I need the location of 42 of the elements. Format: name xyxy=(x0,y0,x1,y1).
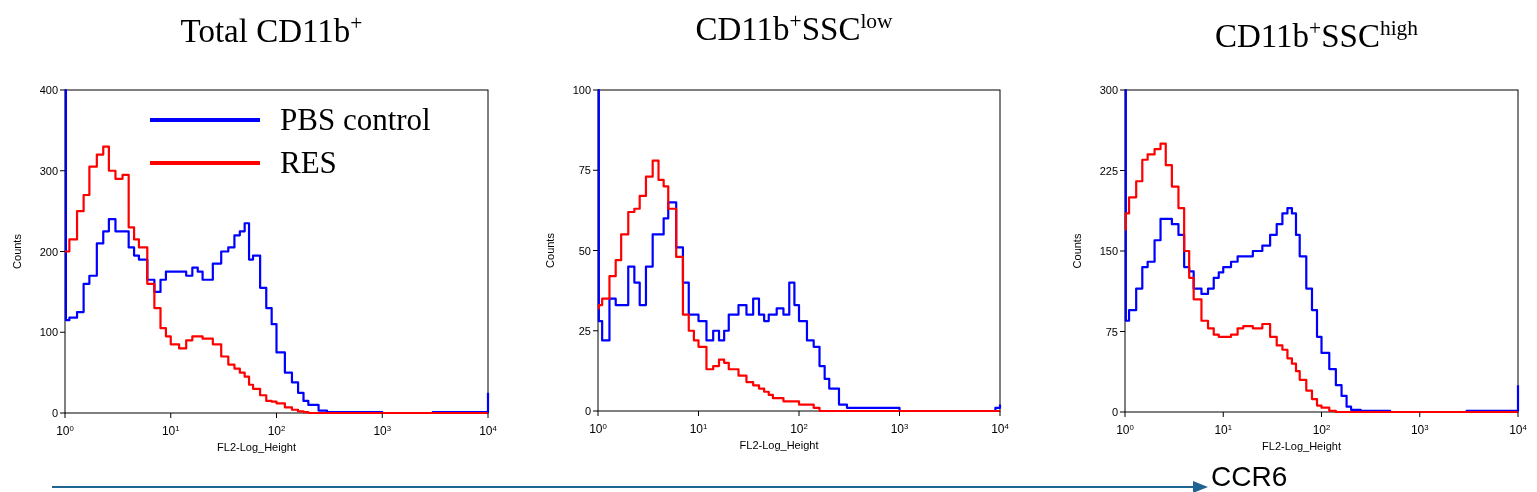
x-tick-label: 10$^{0}$ xyxy=(589,421,608,436)
x-tick-label: 10$^{3}$ xyxy=(373,423,392,438)
y-tick-label: 150 xyxy=(1099,245,1118,257)
x-tick-label: 10$^{2}$ xyxy=(790,421,808,436)
y-tick-label: 300 xyxy=(39,164,58,177)
y-tick-label: 0 xyxy=(584,405,591,417)
y-tick-label: 225 xyxy=(1099,164,1118,177)
y-axis-title: Counts xyxy=(544,232,556,268)
x-tick-label: 10$^{4}$ xyxy=(1509,422,1528,437)
x-tick-label: 10$^{4}$ xyxy=(479,423,498,438)
legend-label: RES xyxy=(280,145,337,180)
x-tick-label: 10$^{0}$ xyxy=(1116,422,1135,437)
x-axis-title: FL2-Log_Height xyxy=(739,439,819,451)
y-tick-label: 100 xyxy=(572,84,591,96)
chart-title: CD11b$^{+}$SSC$^{low}$ xyxy=(695,9,894,47)
y-tick-label: 50 xyxy=(578,244,591,257)
y-axis-title: Counts xyxy=(11,233,23,269)
y-tick-label: 200 xyxy=(39,245,58,258)
x-axis-title: FL2-Log_Height xyxy=(1262,440,1341,452)
legend-label: PBS control xyxy=(280,102,431,137)
x-tick-label: 10$^{1}$ xyxy=(689,421,708,436)
text: CCR6 xyxy=(1211,461,1288,492)
x-axis-title: FL2-Log_Height xyxy=(217,441,296,453)
y-tick-label: 100 xyxy=(39,326,58,339)
y-tick-label: 75 xyxy=(578,164,591,177)
x-tick-label: 10$^{0}$ xyxy=(56,423,75,438)
y-tick-label: 75 xyxy=(1105,325,1118,338)
y-tick-label: 0 xyxy=(51,407,58,419)
x-tick-label: 10$^{1}$ xyxy=(1214,422,1233,437)
y-tick-label: 400 xyxy=(39,84,58,96)
chart-title: Total CD11b$^{+}$ xyxy=(180,11,363,49)
y-tick-label: 0 xyxy=(1111,406,1118,418)
x-tick-label: 10$^{3}$ xyxy=(890,421,909,436)
y-axis-title: Counts xyxy=(1071,233,1083,269)
chart-title: CD11b$^{+}$SSC$^{high}$ xyxy=(1214,16,1419,54)
x-tick-label: 10$^{2}$ xyxy=(267,423,286,438)
x-tick-label: 10$^{1}$ xyxy=(161,423,180,438)
x-tick-label: 10$^{2}$ xyxy=(1312,422,1331,437)
y-tick-label: 25 xyxy=(578,324,591,337)
y-tick-label: 300 xyxy=(1099,84,1118,96)
x-tick-label: 10$^{3}$ xyxy=(1410,422,1429,437)
x-tick-label: 10$^{4}$ xyxy=(991,421,1010,436)
